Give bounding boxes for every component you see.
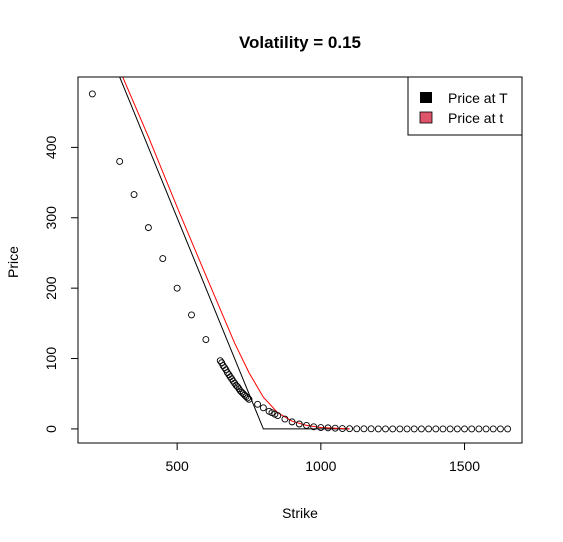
data-point <box>144 224 152 232</box>
y-tick-label: 300 <box>43 206 59 230</box>
legend-label-price-at-T: Price at T <box>448 90 508 106</box>
data-point <box>317 424 325 431</box>
data-point <box>425 425 433 433</box>
legend-box <box>407 76 523 136</box>
data-point <box>346 425 354 433</box>
data-point <box>446 425 454 433</box>
data-point <box>331 424 339 432</box>
series-line-price-at-t <box>122 77 350 430</box>
data-point <box>360 425 368 433</box>
data-point <box>410 425 418 433</box>
data-point <box>461 425 468 433</box>
y-axis-label: Price <box>5 246 21 278</box>
data-point <box>497 425 504 433</box>
data-point <box>475 425 483 433</box>
data-point <box>216 357 224 365</box>
data-point <box>453 425 461 433</box>
x-tick-label: 500 <box>165 458 189 474</box>
y-axis: 0 100 200 300 400 <box>43 135 79 433</box>
x-axis: 500 1000 1500 <box>165 442 480 474</box>
data-point <box>310 423 318 431</box>
data-point <box>288 418 296 426</box>
data-point <box>417 425 425 433</box>
x-tick-label: 1000 <box>305 458 336 474</box>
data-point <box>338 425 346 433</box>
chart-title: Volatility = 0.15 <box>239 33 361 52</box>
data-point <box>116 158 124 165</box>
data-point <box>173 284 181 292</box>
data-point <box>367 425 375 433</box>
data-point <box>130 191 138 198</box>
data-point <box>353 425 361 433</box>
data-point <box>88 90 96 98</box>
data-point <box>432 425 440 433</box>
legend-swatch-price-at-t <box>419 111 433 124</box>
series-lines <box>119 77 350 430</box>
legend-label-price-at-t: Price at t <box>448 110 503 126</box>
data-point <box>244 394 252 402</box>
data-point <box>396 425 404 433</box>
y-tick-label: 200 <box>43 276 59 300</box>
data-point <box>202 336 210 343</box>
legend-swatch-price-at-T <box>420 92 432 103</box>
data-point <box>504 425 512 433</box>
data-point <box>324 424 332 432</box>
data-point <box>382 425 389 433</box>
data-point <box>468 425 476 433</box>
x-axis-label: Strike <box>282 505 318 521</box>
data-point <box>159 255 167 263</box>
data-point <box>245 395 253 403</box>
y-tick-label: 100 <box>43 347 59 371</box>
data-point <box>489 425 497 433</box>
y-tick-label: 0 <box>43 425 59 433</box>
series-line-price-at-t <box>119 77 350 430</box>
data-point <box>274 412 282 419</box>
data-point <box>482 425 490 433</box>
y-tick-label: 400 <box>43 135 59 159</box>
data-point <box>295 420 303 428</box>
data-point <box>221 364 229 372</box>
legend: Price at T Price at t <box>407 76 523 136</box>
data-point <box>254 400 262 408</box>
data-point <box>389 425 397 433</box>
data-point <box>303 421 310 429</box>
data-point <box>281 415 289 423</box>
series-points <box>88 90 512 433</box>
data-point <box>439 425 447 433</box>
x-tick-label: 1500 <box>449 458 480 474</box>
data-point <box>403 425 411 433</box>
data-point <box>259 404 267 412</box>
data-point <box>374 425 382 433</box>
data-point <box>188 311 195 319</box>
